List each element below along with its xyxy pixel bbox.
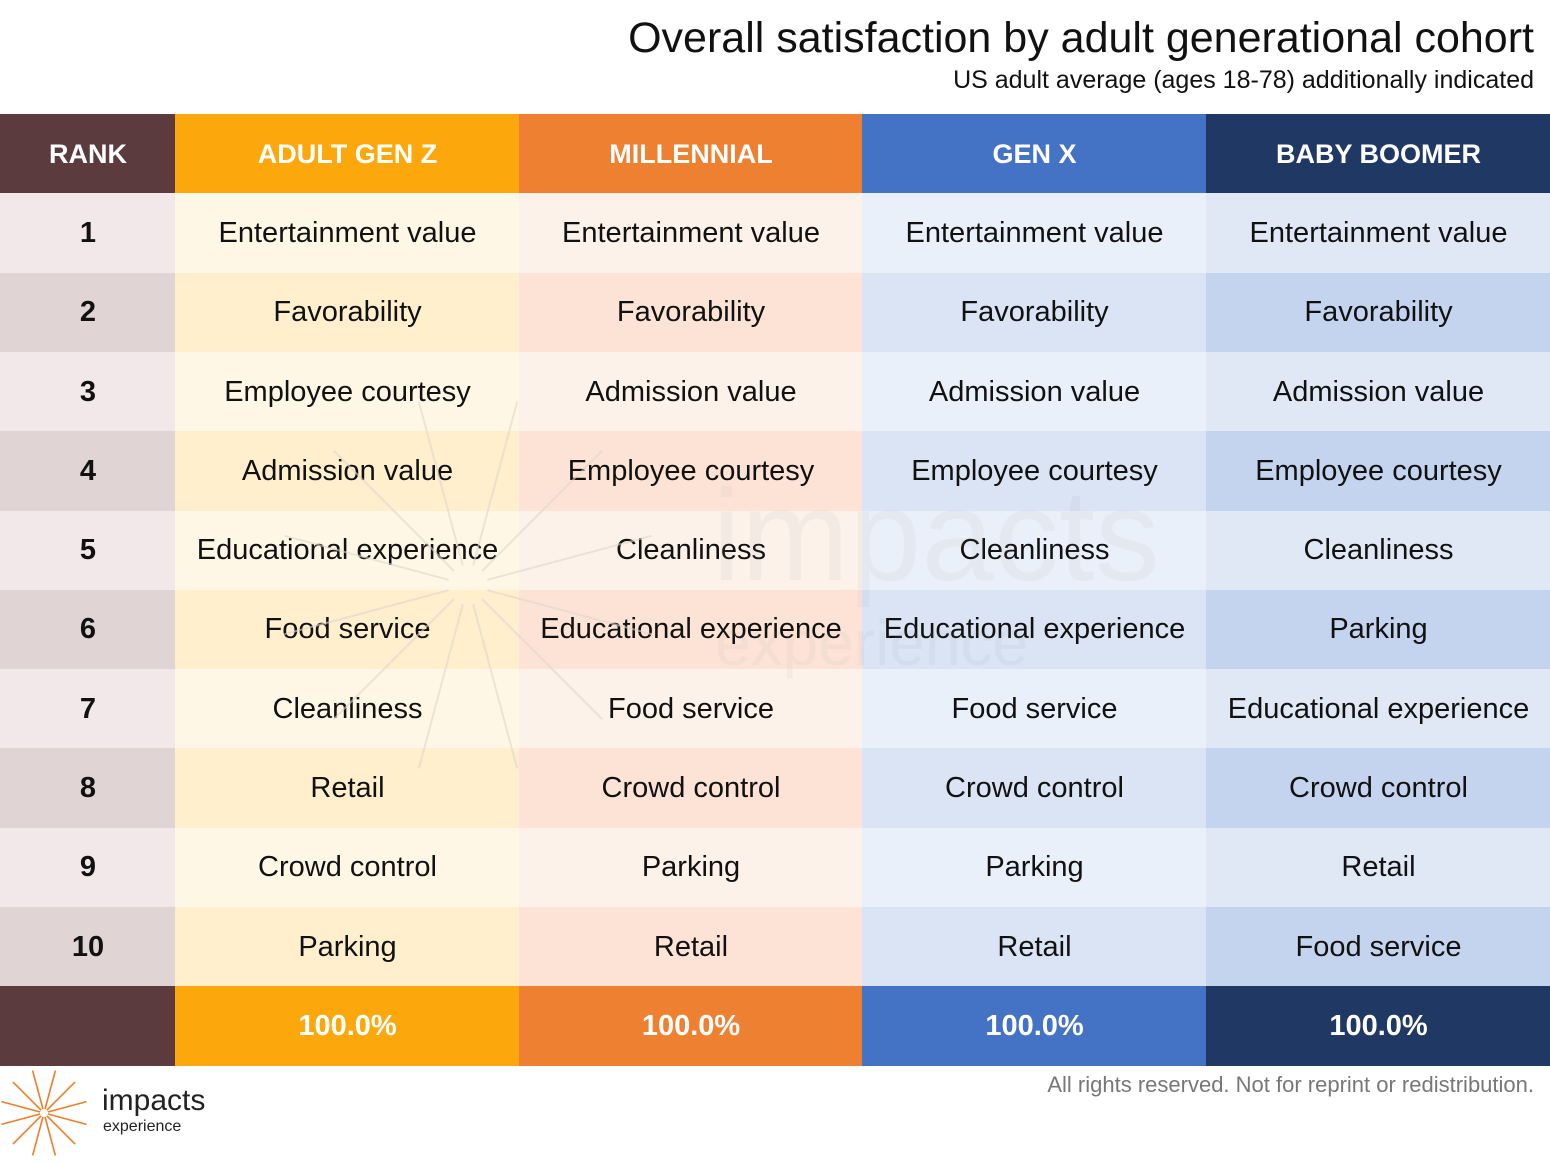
table-cell: Food service (1206, 907, 1550, 988)
table-cell: Cleanliness (862, 510, 1207, 591)
table-cell: Crowd control (862, 748, 1207, 829)
table-cell: Cleanliness (175, 669, 520, 750)
table-cell: Crowd control (1206, 748, 1550, 829)
logo-starburst-icon (1, 1070, 87, 1156)
table-cell: Crowd control (519, 748, 863, 829)
footer-cell: 100.0% (519, 986, 863, 1066)
table-cell: Educational experience (175, 510, 520, 591)
table-cell: Cleanliness (1206, 510, 1550, 591)
table-cell: Entertainment value (519, 193, 863, 274)
logo-subtext: experience (103, 1118, 182, 1135)
logo-text: impacts (102, 1084, 206, 1117)
table-cell: Admission value (175, 431, 520, 512)
chart-title: Overall satisfaction by adult generation… (628, 14, 1534, 62)
table-cell: Parking (1206, 589, 1550, 671)
table-cell: Parking (862, 827, 1207, 908)
table-cell: Entertainment value (1206, 193, 1550, 274)
table-cell: Admission value (1206, 351, 1550, 433)
table-cell: Retail (862, 907, 1207, 988)
table-cell: Employee courtesy (175, 351, 520, 433)
table-cell: Entertainment value (175, 193, 520, 274)
table-cell: Favorability (1206, 272, 1550, 353)
table-cell: Food service (519, 669, 863, 750)
rank-cell: 10 (0, 907, 176, 988)
footer-cell (0, 986, 176, 1066)
table-cell: Parking (175, 907, 520, 988)
column-header: BABY BOOMER (1206, 114, 1550, 195)
rank-cell: 9 (0, 827, 176, 908)
table-cell: Admission value (519, 351, 863, 433)
chart-subtitle: US adult average (ages 18-78) additional… (953, 66, 1534, 94)
rights-notice: All rights reserved. Not for reprint or … (1047, 1072, 1534, 1097)
rank-cell: 8 (0, 748, 176, 829)
column-header: MILLENNIAL (519, 114, 863, 195)
rank-cell: 7 (0, 669, 176, 750)
table-cell: Employee courtesy (862, 431, 1207, 512)
table-cell: Food service (862, 669, 1207, 750)
table-cell: Employee courtesy (519, 431, 863, 512)
rank-cell: 6 (0, 589, 176, 671)
table-cell: Parking (519, 827, 863, 908)
ranking-table: RANK ADULT GEN Z MILLENNIAL GEN X BABY BOOME… (0, 114, 1550, 1066)
table-cell: Favorability (862, 272, 1207, 353)
table-cell: Educational experience (519, 589, 863, 671)
footer-cell: 100.0% (175, 986, 520, 1066)
footer-cell: 100.0% (862, 986, 1207, 1066)
rank-cell: 1 (0, 193, 176, 274)
table-cell: Food service (175, 589, 520, 671)
footer-cell: 100.0% (1206, 986, 1550, 1066)
column-header: GEN X (862, 114, 1207, 195)
table-cell: Entertainment value (862, 193, 1207, 274)
rank-cell: 5 (0, 510, 176, 591)
table-cell: Educational experience (862, 589, 1207, 671)
table-cell: Cleanliness (519, 510, 863, 591)
table-cell: Retail (519, 907, 863, 988)
column-header: ADULT GEN Z (175, 114, 520, 195)
table-cell: Educational experience (1206, 669, 1550, 750)
rank-cell: 3 (0, 351, 176, 433)
table-cell: Favorability (175, 272, 520, 353)
table-cell: Employee courtesy (1206, 431, 1550, 512)
table-cell: Retail (1206, 827, 1550, 908)
table-cell: Favorability (519, 272, 863, 353)
column-header: RANK (0, 114, 176, 195)
table-cell: Retail (175, 748, 520, 829)
table-cell: Admission value (862, 351, 1207, 433)
rank-cell: 4 (0, 431, 176, 512)
table-cell: Crowd control (175, 827, 520, 908)
rank-cell: 2 (0, 272, 176, 353)
